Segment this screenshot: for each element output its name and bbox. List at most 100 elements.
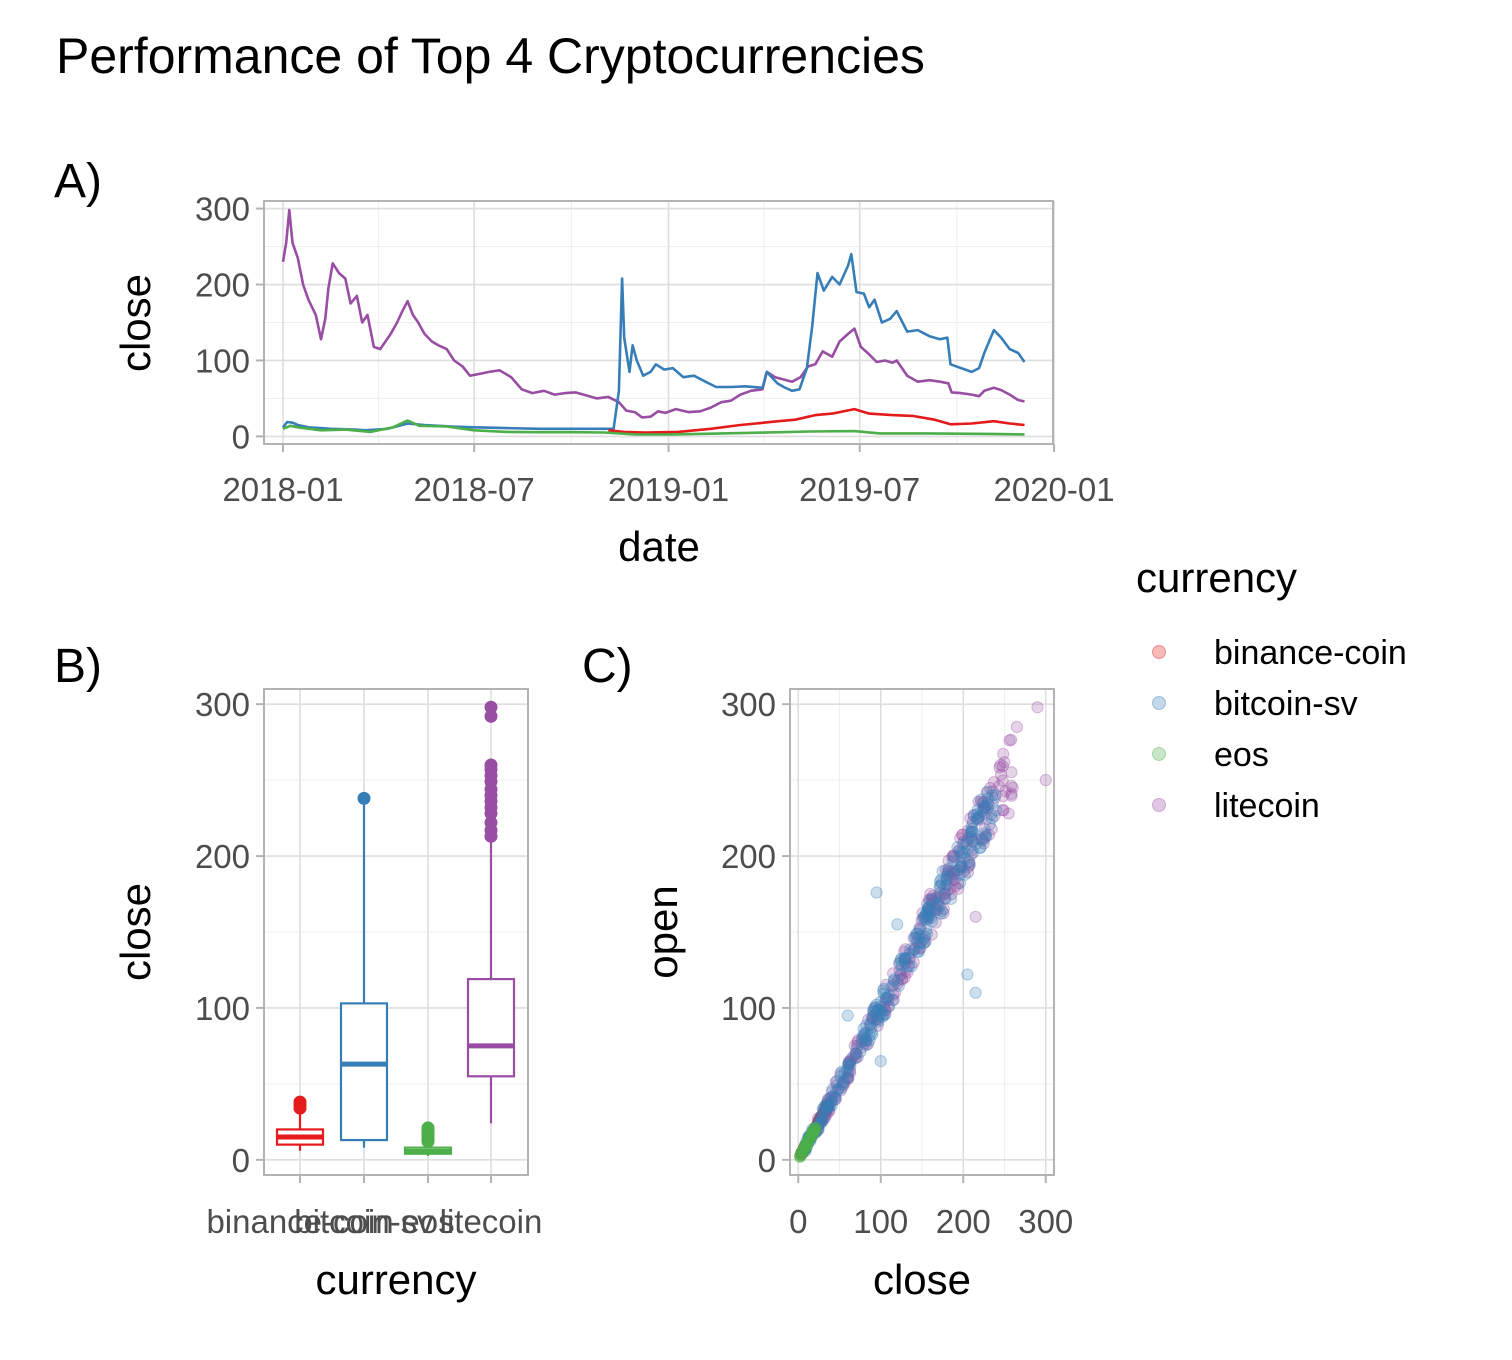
scatter-point-litecoin (941, 865, 955, 878)
outlier-point-binance-coin (293, 1095, 307, 1109)
panel-c-x-axis-title: close (873, 1256, 971, 1303)
scatter-point-bitcoin-sv (957, 837, 970, 851)
scatter-point-bitcoin-sv (868, 1001, 881, 1014)
scatter-point-bitcoin-sv (886, 993, 899, 1007)
scatter-point-bitcoin-sv (903, 947, 916, 961)
legend-label-eos: eos (1214, 736, 1269, 774)
scatter-point-eos (794, 1149, 807, 1162)
scatter-point-bitcoin-sv (821, 1100, 834, 1113)
scatter-point-bitcoin-sv (963, 858, 976, 872)
scatter-point-litecoin (965, 825, 978, 838)
scatter-point-bitcoin-sv (908, 942, 921, 956)
scatter-point-bitcoin-sv (815, 1115, 829, 1128)
scatter-point-bitcoin-sv (841, 1009, 854, 1022)
scatter-point-litecoin (829, 1092, 843, 1106)
scatter-point-bitcoin-sv (814, 1112, 827, 1125)
series-line-eos (282, 419, 1025, 436)
scatter-point-bitcoin-sv (799, 1142, 812, 1156)
scatter-point-binance-coin (801, 1137, 814, 1150)
scatter-point-litecoin (978, 802, 992, 815)
scatter-point-bitcoin-sv (922, 901, 935, 914)
scatter-point-bitcoin-sv (800, 1135, 813, 1148)
scatter-point-bitcoin-sv (829, 1093, 842, 1106)
scatter-point-binance-coin (819, 1103, 832, 1116)
scatter-point-litecoin (843, 1064, 856, 1077)
scatter-point-eos (802, 1133, 815, 1146)
scatter-point-bitcoin-sv (940, 878, 953, 891)
scatter-point-litecoin (1005, 779, 1018, 793)
scatter-point-litecoin (982, 828, 996, 841)
scatter-point-bitcoin-sv (877, 987, 890, 1000)
panel-c-scatter-plot: 0 100 200 300 0 100 200 300 (721, 686, 1073, 1240)
panel-c-y-axis-title: open (639, 885, 686, 978)
y-tick-label: 0 (758, 1142, 776, 1179)
scatter-point-litecoin (954, 832, 967, 845)
scatter-point-litecoin (837, 1075, 851, 1088)
scatter-point-bitcoin-sv (979, 800, 992, 813)
scatter-point-bitcoin-sv (903, 951, 916, 964)
scatter-point-bitcoin-sv (874, 1003, 887, 1017)
scatter-point-eos (802, 1135, 815, 1148)
scatter-point-litecoin (937, 902, 951, 915)
scatter-point-bitcoin-sv (803, 1129, 816, 1143)
scatter-point-litecoin (974, 795, 988, 808)
scatter-point-bitcoin-sv (867, 1004, 880, 1018)
scatter-point-bitcoin-sv (924, 906, 937, 919)
scatter-point-eos (800, 1137, 814, 1150)
scatter-point-bitcoin-sv (826, 1083, 839, 1096)
scatter-point-bitcoin-sv (809, 1121, 822, 1134)
scatter-point-bitcoin-sv (934, 879, 947, 892)
scatter-point-bitcoin-sv (894, 968, 907, 981)
scatter-point-eos (798, 1142, 811, 1155)
scatter-point-litecoin (955, 857, 968, 871)
scatter-point-bitcoin-sv (953, 876, 967, 889)
scatter-point-bitcoin-sv (870, 998, 883, 1011)
scatter-point-litecoin (914, 922, 927, 935)
scatter-point-bitcoin-sv (858, 1027, 871, 1040)
scatter-point-litecoin (933, 891, 946, 904)
scatter-point-litecoin (899, 965, 912, 978)
scatter-point-litecoin (829, 1075, 843, 1089)
scatter-point-binance-coin (812, 1115, 825, 1128)
scatter-point-litecoin (867, 1012, 880, 1025)
scatter-point-binance-coin (821, 1099, 834, 1112)
scatter-point-binance-coin (815, 1110, 828, 1123)
scatter-point-litecoin (948, 865, 961, 878)
scatter-point-bitcoin-sv (979, 831, 992, 844)
scatter-point-bitcoin-sv (808, 1125, 821, 1138)
scatter-point-litecoin (978, 807, 991, 820)
scatter-point-bitcoin-sv (810, 1125, 823, 1138)
scatter-point-bitcoin-sv (804, 1135, 817, 1148)
scatter-point-litecoin (926, 889, 940, 902)
x-tick-label: 2019-07 (799, 471, 920, 508)
legend-key-litecoin (1152, 798, 1166, 812)
scatter-point-eos (796, 1144, 809, 1157)
scatter-point-litecoin (947, 849, 960, 862)
x-tick-label: 2020-01 (994, 471, 1115, 508)
scatter-point-bitcoin-sv (830, 1086, 843, 1099)
scatter-point-eos (804, 1129, 818, 1143)
scatter-point-bitcoin-sv (940, 879, 954, 892)
y-tick-label: 200 (195, 267, 250, 304)
legend-key-binance-coin (1152, 645, 1166, 659)
scatter-point-eos (800, 1138, 814, 1151)
scatter-point-binance-coin (795, 1148, 808, 1161)
scatter-point-bitcoin-sv (983, 818, 996, 831)
scatter-point-bitcoin-sv (936, 904, 949, 918)
scatter-point-bitcoin-sv (881, 991, 894, 1004)
scatter-point-litecoin (893, 956, 906, 970)
x-tick-label: 2019-01 (608, 471, 729, 508)
scatter-point-bitcoin-sv (823, 1100, 837, 1113)
scatter-point-bitcoin-sv (818, 1099, 832, 1112)
scatter-point-bitcoin-sv (955, 859, 968, 872)
scatter-point-bitcoin-sv (807, 1123, 820, 1137)
scatter-point-binance-coin (808, 1126, 821, 1139)
scatter-point-litecoin (939, 887, 952, 900)
scatter-point-litecoin (988, 809, 1001, 822)
scatter-point-binance-coin (805, 1130, 818, 1143)
scatter-point-binance-coin (812, 1118, 825, 1131)
scatter-point-litecoin (880, 978, 893, 991)
scatter-point-bitcoin-sv (856, 1035, 869, 1048)
scatter-point-bitcoin-sv (964, 826, 977, 839)
scatter-point-bitcoin-sv (798, 1141, 812, 1154)
